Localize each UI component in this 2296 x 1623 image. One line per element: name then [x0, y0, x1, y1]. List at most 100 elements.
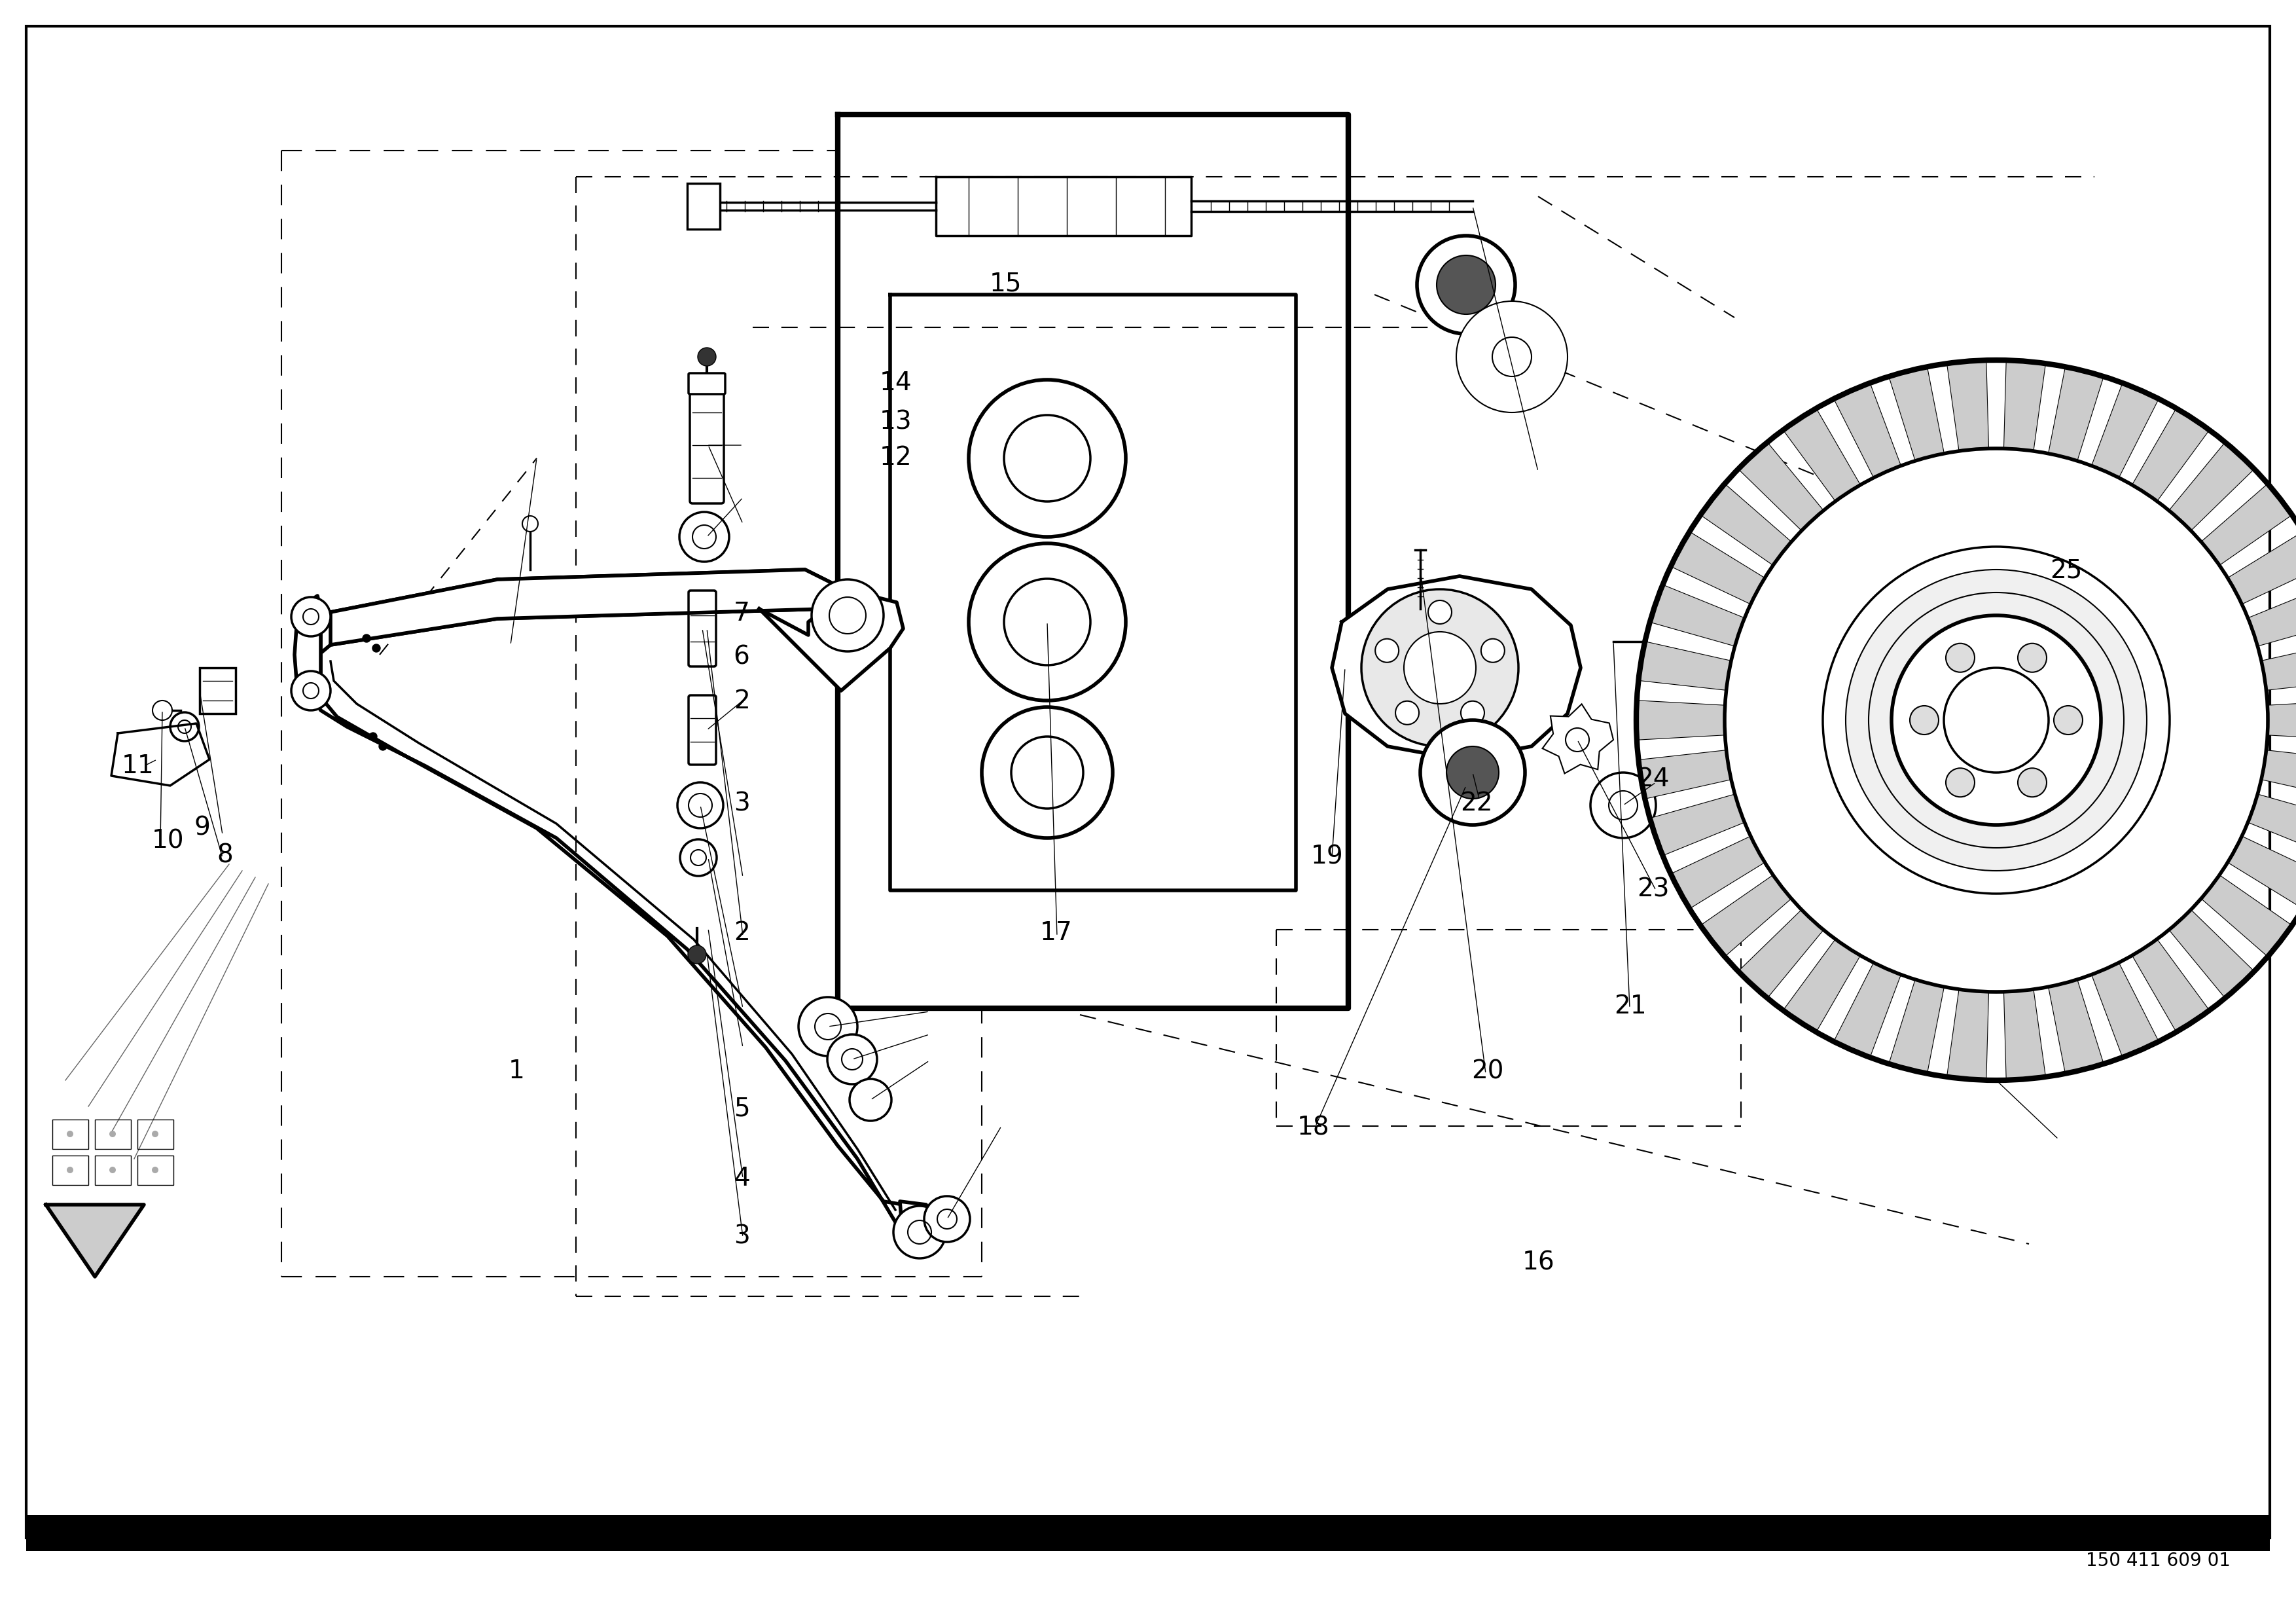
Polygon shape: [310, 628, 937, 1250]
Text: 11: 11: [122, 753, 154, 779]
Circle shape: [1892, 615, 2101, 824]
Polygon shape: [1784, 940, 1860, 1032]
Circle shape: [1446, 747, 1499, 799]
Circle shape: [1724, 448, 2268, 992]
Polygon shape: [2202, 484, 2291, 565]
Text: 23: 23: [1637, 876, 1669, 902]
Polygon shape: [1671, 532, 1766, 604]
Polygon shape: [2048, 980, 2103, 1073]
Text: 9: 9: [193, 815, 211, 841]
Circle shape: [152, 1131, 158, 1138]
Polygon shape: [2268, 701, 2296, 740]
Text: 2: 2: [732, 688, 751, 714]
Text: 20: 20: [1472, 1058, 1504, 1084]
Polygon shape: [2262, 641, 2296, 690]
Polygon shape: [891, 295, 1295, 891]
Circle shape: [680, 839, 716, 876]
Polygon shape: [2248, 794, 2296, 855]
Text: 19: 19: [1311, 844, 1343, 870]
Circle shape: [1591, 773, 1655, 837]
Circle shape: [680, 511, 730, 562]
Circle shape: [1460, 701, 1486, 724]
Circle shape: [925, 1196, 969, 1242]
Polygon shape: [1671, 836, 1766, 909]
Circle shape: [698, 347, 716, 365]
Polygon shape: [1947, 360, 1988, 451]
Polygon shape: [46, 1204, 145, 1277]
Text: 6: 6: [732, 644, 751, 670]
Polygon shape: [1637, 701, 1724, 740]
Polygon shape: [760, 589, 902, 691]
Polygon shape: [2048, 367, 2103, 461]
Polygon shape: [1701, 484, 1791, 565]
Polygon shape: [110, 724, 209, 786]
Bar: [53, 1120, 87, 1149]
Text: 2: 2: [732, 920, 751, 946]
Bar: [94, 1156, 131, 1185]
Circle shape: [1396, 701, 1419, 724]
Circle shape: [2018, 768, 2046, 797]
Circle shape: [67, 1131, 73, 1138]
Polygon shape: [2133, 409, 2209, 502]
Circle shape: [152, 701, 172, 721]
Polygon shape: [1639, 750, 1731, 799]
Polygon shape: [2227, 836, 2296, 909]
Text: 150 411 609 01: 150 411 609 01: [2085, 1552, 2229, 1569]
Circle shape: [67, 1167, 73, 1173]
Text: 21: 21: [1614, 993, 1646, 1019]
Text: 15: 15: [990, 271, 1022, 297]
Bar: [138, 1120, 174, 1149]
Circle shape: [110, 1167, 115, 1173]
Circle shape: [893, 1206, 946, 1258]
Text: 10: 10: [152, 828, 184, 854]
Circle shape: [983, 708, 1114, 837]
Text: 22: 22: [1460, 790, 1492, 816]
Bar: [53, 1156, 87, 1185]
Polygon shape: [2004, 990, 2046, 1081]
Circle shape: [1375, 639, 1398, 662]
Circle shape: [292, 670, 331, 711]
Text: 5: 5: [732, 1096, 751, 1121]
Polygon shape: [1738, 909, 1823, 998]
Circle shape: [677, 782, 723, 828]
Text: 4: 4: [732, 1165, 751, 1191]
Circle shape: [827, 1034, 877, 1084]
Circle shape: [1846, 570, 2147, 872]
Text: 17: 17: [1040, 920, 1072, 946]
Circle shape: [1428, 601, 1451, 623]
FancyBboxPatch shape: [689, 373, 726, 394]
Circle shape: [170, 712, 200, 742]
Polygon shape: [1332, 576, 1580, 760]
FancyBboxPatch shape: [689, 591, 716, 667]
Circle shape: [370, 732, 377, 740]
Polygon shape: [331, 570, 845, 644]
Circle shape: [810, 579, 884, 651]
Polygon shape: [2133, 940, 2209, 1032]
FancyBboxPatch shape: [200, 667, 236, 714]
Polygon shape: [937, 177, 1192, 235]
Text: 1: 1: [507, 1058, 526, 1084]
Circle shape: [850, 1079, 891, 1121]
Polygon shape: [2092, 383, 2158, 477]
Text: 3: 3: [732, 1224, 751, 1250]
Polygon shape: [2248, 584, 2296, 646]
Polygon shape: [1947, 990, 1988, 1081]
Polygon shape: [1651, 794, 1745, 855]
Polygon shape: [1835, 383, 1901, 477]
Polygon shape: [2227, 532, 2296, 604]
FancyBboxPatch shape: [687, 183, 721, 229]
FancyBboxPatch shape: [689, 386, 723, 503]
Polygon shape: [900, 1201, 937, 1250]
Polygon shape: [1835, 962, 1901, 1057]
Circle shape: [1417, 235, 1515, 334]
Circle shape: [110, 1131, 115, 1138]
Circle shape: [2055, 706, 2082, 735]
Circle shape: [2018, 643, 2046, 672]
Circle shape: [152, 1167, 158, 1173]
Polygon shape: [2004, 360, 2046, 451]
Polygon shape: [1890, 367, 1945, 461]
Polygon shape: [1639, 641, 1731, 690]
Text: 18: 18: [1297, 1115, 1329, 1141]
Circle shape: [1362, 589, 1518, 747]
Polygon shape: [2092, 962, 2158, 1057]
